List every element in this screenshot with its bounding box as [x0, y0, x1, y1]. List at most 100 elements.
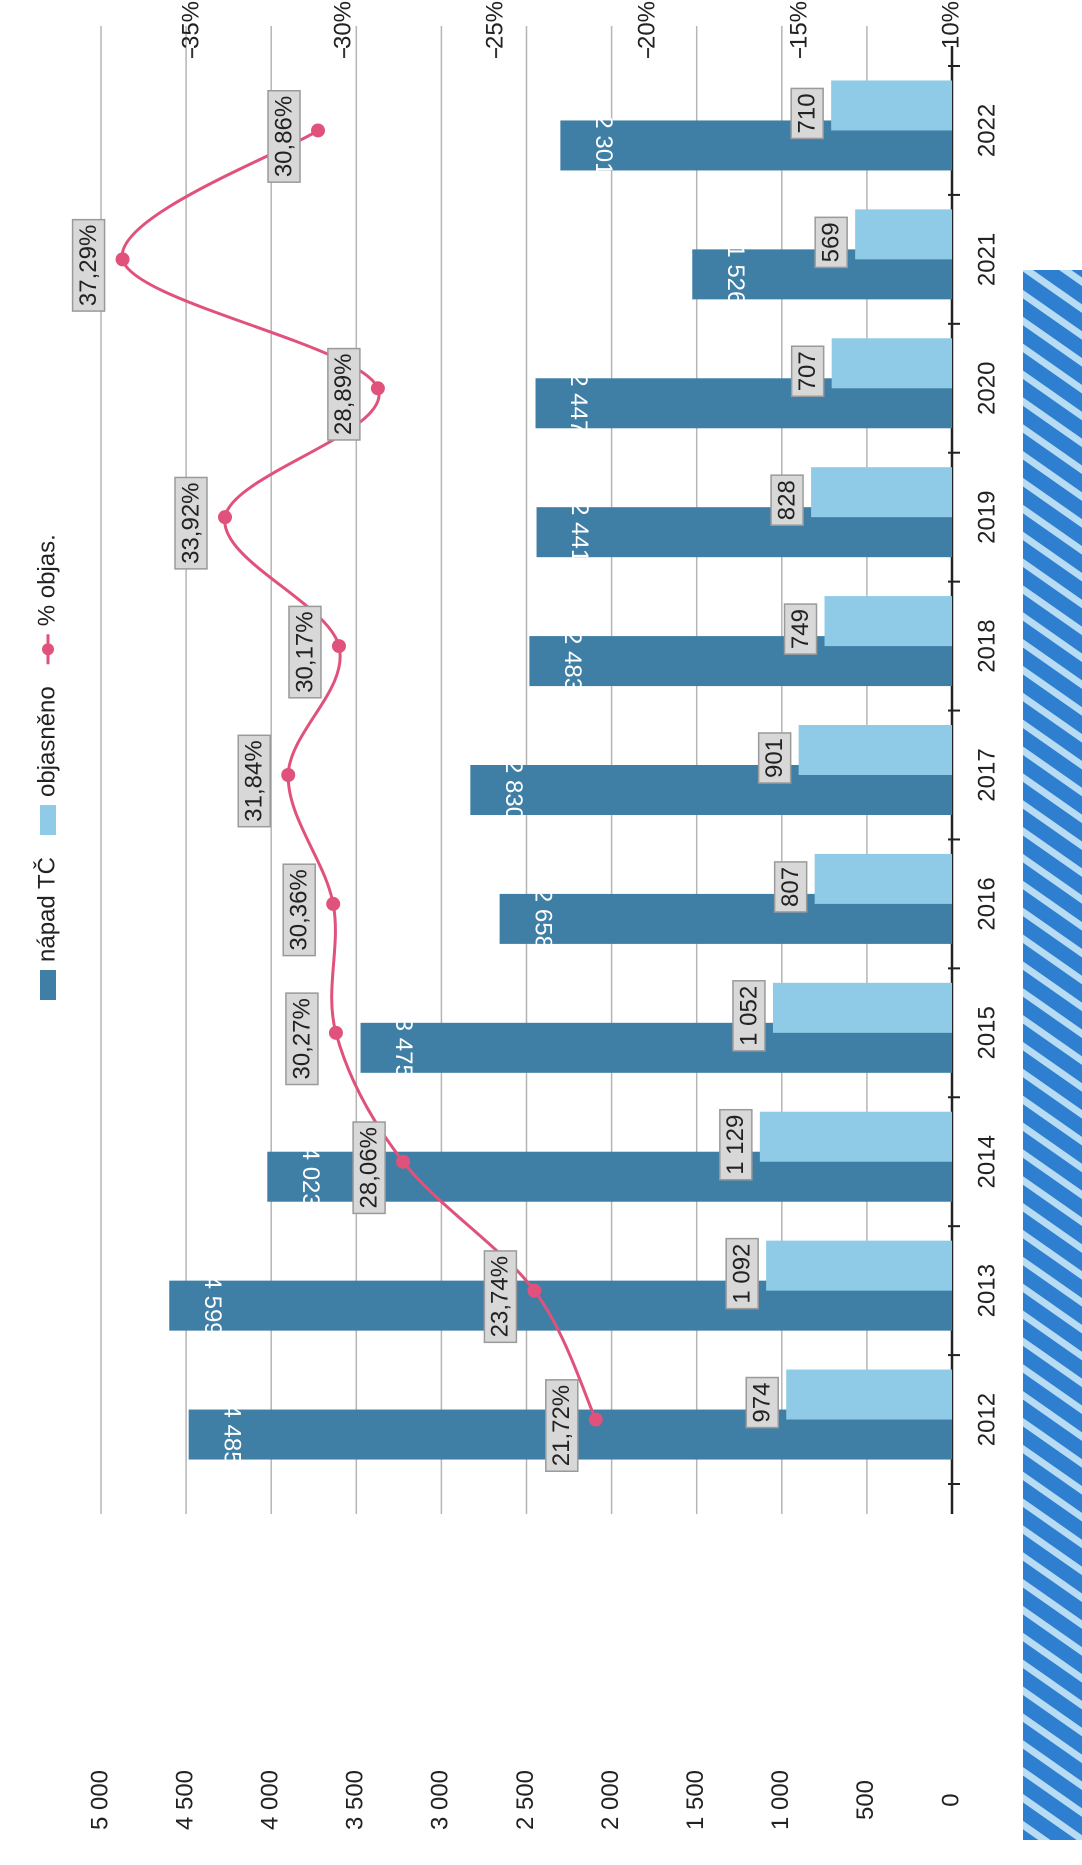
bar-value-label: 828	[773, 480, 800, 520]
bar-value-label: 1 526	[722, 244, 749, 304]
bar-value-label-box	[719, 1108, 753, 1181]
bar	[267, 1151, 952, 1202]
y2-tick-label: 30%	[329, 1, 356, 49]
x-tick-label: 2022	[973, 104, 1000, 157]
line-point	[588, 1412, 603, 1427]
y-tick-label: 500	[852, 1780, 879, 1820]
bar-value-label-box	[770, 474, 804, 526]
y2-tick-label: 15%	[785, 1, 812, 49]
point-value-label: 37,29%	[75, 225, 102, 306]
y-tick-label: 5 000	[86, 1770, 113, 1830]
bar	[360, 1022, 952, 1073]
point-value-label: 28,06%	[355, 1127, 382, 1208]
bar-value-label-box	[725, 1237, 759, 1310]
bar-value-label: 707	[794, 351, 821, 391]
bar-value-label: 2 483	[559, 631, 586, 691]
line-point	[281, 768, 296, 782]
line-point	[331, 639, 346, 654]
y2-tick-label: 20%	[633, 1, 660, 49]
y2-tick-label: 25%	[481, 1, 508, 49]
bar	[470, 765, 952, 815]
bar	[786, 1369, 953, 1420]
y-tick-label: 0	[937, 1793, 964, 1806]
x-tick-label: 2020	[973, 362, 1000, 415]
line-point	[115, 252, 130, 267]
line-point	[218, 510, 233, 525]
bar-value-label: 901	[761, 738, 788, 778]
bar	[499, 893, 952, 944]
y-tick-label: 4 500	[171, 1770, 198, 1830]
bar-value-label-box	[814, 216, 848, 269]
bar	[798, 725, 952, 775]
point-value-label-box	[174, 476, 208, 570]
x-tick-label: 2015	[973, 1006, 1000, 1059]
bar	[536, 507, 952, 558]
x-tick-label: 2013	[973, 1264, 1000, 1317]
bar	[560, 120, 952, 171]
bar-value-label: 2 447	[565, 373, 592, 433]
point-value-label-box	[327, 347, 361, 441]
point-value-label-box	[352, 1121, 386, 1215]
bar	[811, 467, 952, 518]
line-point	[396, 1154, 411, 1169]
point-value-label: 28,89%	[330, 354, 357, 435]
bar-value-label: 4 485	[218, 1405, 245, 1465]
y-tick-label: 2 000	[597, 1770, 624, 1830]
point-value-label: 31,84%	[241, 740, 268, 821]
y-tick-label: 4 000	[257, 1770, 284, 1830]
point-value-label-box	[282, 863, 316, 957]
legend-label: % objas.	[33, 534, 60, 626]
line	[121, 129, 598, 1421]
bar-value-label: 4 599	[199, 1276, 226, 1336]
point-value-label: 30,27%	[288, 998, 315, 1079]
point-value-label-box	[545, 1379, 579, 1472]
point-value-label: 33,92%	[177, 482, 204, 563]
legend-marker	[42, 643, 54, 656]
decorative-stripe	[1023, 270, 1082, 1840]
y-tick-label: 2 500	[512, 1770, 539, 1830]
bar-value-label: 749	[787, 609, 814, 649]
bar-value-label: 974	[749, 1383, 776, 1423]
line-point	[370, 381, 385, 396]
y-tick-label: 1 500	[682, 1770, 709, 1830]
bar	[529, 636, 952, 687]
bar-value-label-box	[745, 1376, 779, 1429]
bar-value-label: 3 475	[390, 1018, 417, 1078]
bar-value-label: 4 023	[297, 1147, 324, 1207]
point-value-label-box	[288, 605, 322, 699]
bar	[692, 249, 952, 300]
bar-value-label: 2 301	[590, 115, 617, 175]
line-point	[328, 1025, 343, 1040]
bar	[766, 1240, 952, 1291]
x-tick-label: 2012	[973, 1393, 1000, 1446]
bar-value-label: 710	[794, 93, 821, 133]
bar-value-label: 569	[817, 222, 844, 262]
legend-swatch	[40, 805, 56, 836]
y2-tick-label: 35%	[178, 1, 205, 49]
bar	[831, 338, 952, 389]
legend-swatch	[40, 970, 56, 1000]
bar-value-label: 2 830	[500, 760, 527, 820]
y2-tick-label: 10%	[937, 1, 964, 49]
bar	[759, 1111, 952, 1162]
bar-value-label: 807	[777, 867, 804, 907]
bar	[535, 378, 953, 429]
point-value-label: 23,74%	[487, 1256, 514, 1337]
point-value-label-box	[237, 734, 271, 828]
line-point	[326, 896, 341, 911]
x-tick-label: 2014	[973, 1135, 1000, 1188]
point-value-label-box	[483, 1250, 518, 1344]
bar-value-label-box	[790, 345, 825, 398]
legend-label: nápad TČ	[32, 857, 60, 962]
x-tick-label: 2017	[973, 748, 1000, 801]
y-tick-label: 3 000	[427, 1770, 454, 1830]
x-tick-label: 2021	[973, 233, 1000, 286]
bar	[831, 80, 953, 131]
bar-value-label-box	[773, 861, 808, 913]
rotated-chart: 0 500 1 000 1 500 2 000 2 500 3 000 3 500 4 000 4…	[32, 1, 1082, 1840]
x-tick-label: 2018	[973, 619, 1000, 672]
bar	[824, 596, 952, 647]
point-value-label: 30,86%	[270, 96, 297, 177]
bar-value-label: 2 658	[529, 889, 556, 949]
